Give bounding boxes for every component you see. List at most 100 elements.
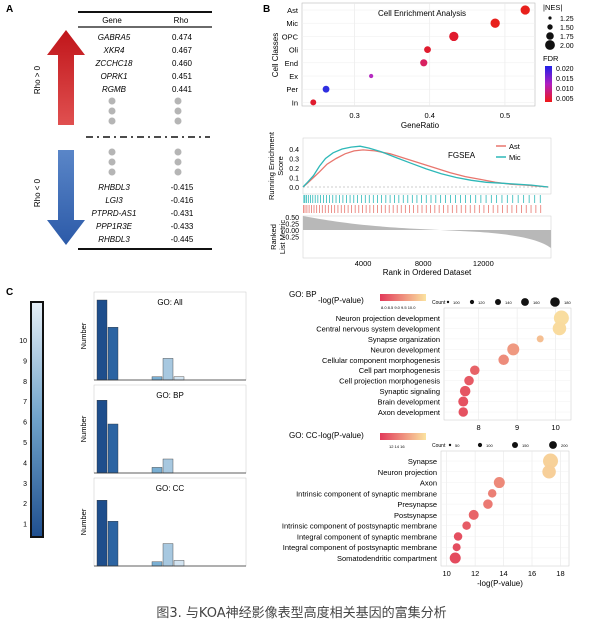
nes-legend-dot [546, 32, 554, 40]
cell-class-label: Per [286, 85, 298, 94]
histogram-frame [93, 384, 247, 474]
go-cc-header: GO: CC [289, 431, 318, 440]
enrichment-point-in [310, 99, 317, 106]
count-legend-label: 100 [486, 443, 493, 448]
go-term-label: Synapse [408, 457, 437, 466]
histogram-bar [96, 400, 108, 474]
metric-ylabel-1: Ranked [269, 224, 278, 250]
figure-caption: 图3. 与KOA神经影像表型高度相关基因的富集分析 [156, 606, 447, 621]
bp-legend-ticks: 8.0 8.5 9.0 9.5 10.0 [381, 305, 416, 310]
dotplot-ylabel: Cell Classes [271, 33, 280, 77]
gsea-curve-ast [302, 149, 549, 188]
x-tick-label: 0.4 [425, 111, 435, 120]
gene-name: PPP1R3E [96, 222, 133, 231]
histogram-go-cc: GO: CC Number [79, 477, 247, 567]
bp-count-label: Count [432, 300, 446, 306]
enrichment-point-oli [424, 46, 431, 53]
nes-legend-label: 1.75 [560, 34, 574, 41]
go-term-label: Integral component of postsynaptic membr… [283, 543, 437, 552]
colorbar-tick: 7 [23, 399, 27, 406]
panel-c-label: C [6, 287, 13, 298]
dotplot-xlabel: GeneRatio [401, 121, 440, 130]
histogram-bar [96, 299, 108, 381]
go-term-bubble [453, 532, 463, 541]
gsea-ylabel-1: Running Enrichment [267, 131, 276, 200]
gsea-y-tick: 0.1 [289, 176, 299, 183]
gene-name: GABRA5 [98, 33, 131, 42]
panel-b-label: B [263, 4, 270, 15]
rho-negative-label: Rho < 0 [33, 178, 42, 207]
histogram-bar [162, 458, 174, 474]
histogram-ylabel: Number [79, 508, 88, 535]
gene-name: OPRK1 [100, 72, 127, 81]
x-tick-label: 10 [551, 423, 559, 432]
cell-class-label: OPC [282, 32, 299, 41]
cell-class-label: End [285, 59, 298, 68]
colorbar-tick: 2 [23, 501, 27, 508]
go-term-bubble [498, 354, 509, 366]
go-term-label: Central nervous system development [316, 324, 441, 333]
go-term-bubble [459, 385, 471, 397]
count-legend-dot [521, 298, 529, 306]
legend-mic-label: Mic [509, 153, 521, 162]
x-tick-label: 0.3 [349, 111, 359, 120]
gene-name: RHBDL3 [98, 235, 130, 244]
nes-legend-label: 2.00 [560, 43, 574, 50]
histogram-bar [162, 358, 174, 381]
histogram-title: GO: CC [156, 484, 185, 493]
count-legend-dot [549, 441, 557, 449]
colorbar-tick: 1 [23, 522, 27, 529]
gsea-y-tick: 0.0 [289, 185, 299, 192]
nes-legend-dot [548, 16, 552, 20]
enrichment-point-ex [369, 73, 374, 79]
go-term-label: Axon development [378, 408, 441, 417]
ellipsis-dot [108, 168, 116, 176]
fdr-legend-label: 0.010 [556, 86, 574, 93]
gene-column-header: Gene [102, 16, 122, 25]
go-term-bubble [458, 407, 468, 417]
gene-name: RHBDL3 [98, 183, 130, 192]
metric-y-tick: 0.00 [285, 228, 299, 235]
go-term-label: Presynapse [397, 500, 437, 509]
colorbar-tick: 10 [19, 338, 27, 345]
go-term-bubble [458, 396, 469, 407]
go-term-label: Cellular component morphogenesis [322, 356, 440, 365]
nes-legend-dot [545, 40, 555, 50]
down-arrow-icon [47, 150, 85, 245]
fdr-legend-label: 0.005 [556, 96, 574, 103]
go-term-bubble [543, 453, 559, 469]
rho-positive-label: Rho > 0 [33, 65, 42, 94]
colorbar-tick: 6 [23, 420, 27, 427]
histogram-bar [107, 521, 119, 567]
ellipsis-dot [174, 168, 182, 176]
go-term-label: Intrinsic component of synaptic membrane [296, 489, 437, 498]
cc-pvalue-colorbar [380, 433, 426, 440]
count-legend-dot [446, 300, 450, 304]
colorbar-tick: 3 [23, 481, 27, 488]
histogram-bar [151, 376, 163, 381]
panel-b: B Cell Enrichment Analysis Cell Classes … [263, 2, 574, 277]
go-term-bubble [449, 552, 461, 564]
cc-count-label: Count [432, 443, 446, 449]
go-term-bubble [553, 310, 569, 326]
bp-legend-title: -log(P-value) [318, 296, 364, 305]
ellipsis-dot [108, 107, 116, 115]
ellipsis-dot [108, 117, 116, 125]
go-term-label: Synapse organization [368, 335, 440, 344]
x-tick-label: 18 [556, 569, 564, 578]
ellipsis-dot [174, 117, 182, 125]
ellipsis-dot [174, 97, 182, 105]
rho-value: 0.460 [172, 59, 193, 68]
gsea-x-tick: 12000 [473, 259, 494, 268]
ellipsis-dot [108, 148, 116, 156]
gsea-curve-mic [302, 145, 549, 188]
nes-legend-label: 1.50 [560, 25, 574, 32]
gene-name: LGI3 [105, 196, 123, 205]
count-legend-label: 180 [564, 300, 571, 305]
gsea-title: FGSEA [448, 151, 476, 160]
rho-column-header: Rho [174, 16, 189, 25]
dotplot-title: Cell Enrichment Analysis [378, 9, 466, 18]
rho-value: -0.415 [171, 183, 194, 192]
enrichment-point-mic [490, 18, 500, 28]
x-tick-label: 16 [528, 569, 536, 578]
